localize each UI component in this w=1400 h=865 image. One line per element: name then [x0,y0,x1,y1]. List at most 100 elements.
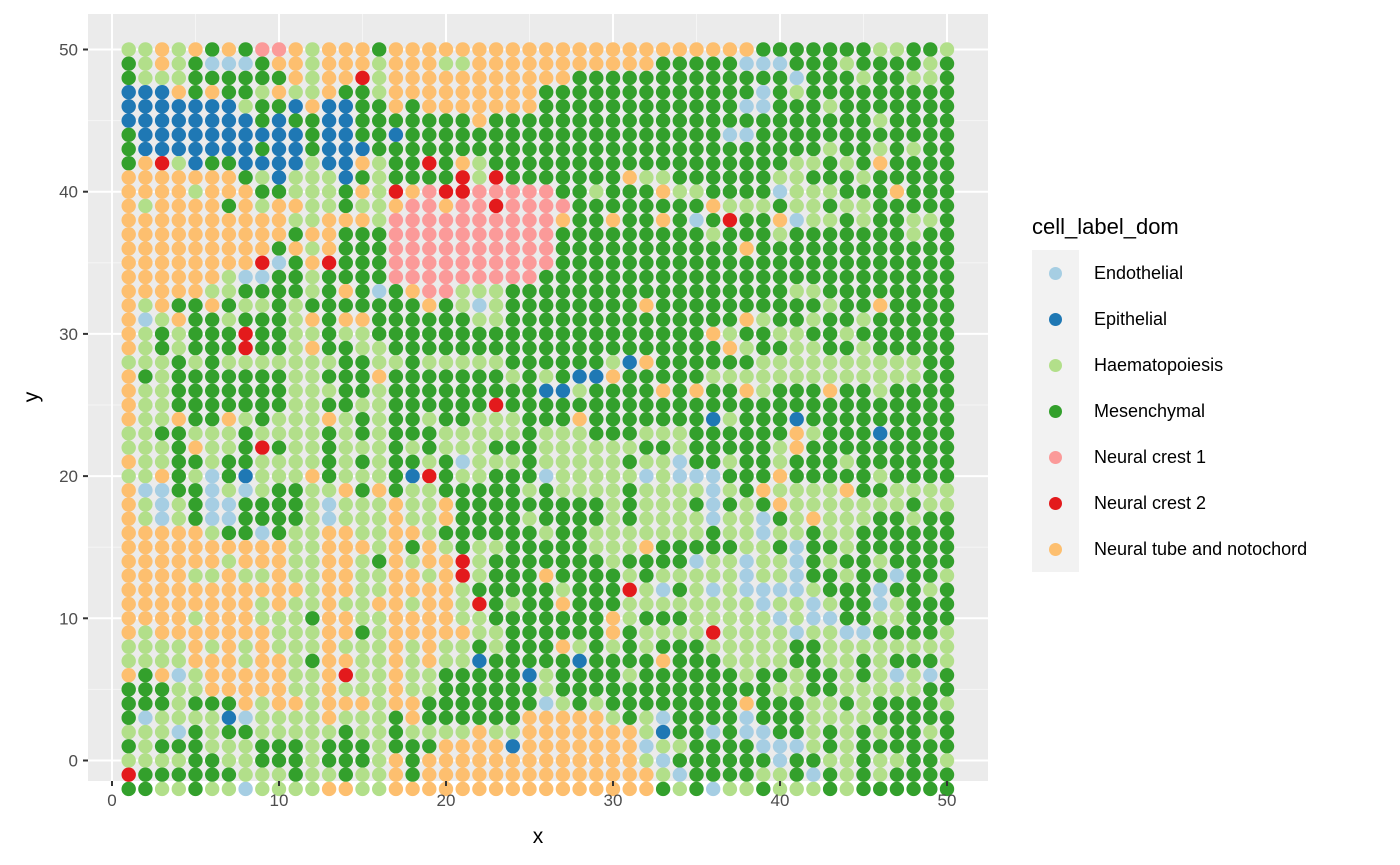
data-point [488,625,504,640]
data-point [205,412,220,427]
data-point [739,554,754,569]
data-point [839,255,854,270]
legend-label: Epithelial [1094,308,1168,329]
data-point [488,70,504,86]
data-point [923,99,938,114]
data-point [221,426,237,441]
data-point [722,170,738,185]
data-point [505,42,520,57]
data-point [839,70,854,86]
data-point [488,397,504,413]
data-point [472,710,487,726]
data-point [639,611,654,626]
data-point [706,355,721,370]
legend-swatch-icon [1049,404,1062,418]
data-point [539,582,554,598]
data-point [655,99,671,114]
data-point [672,326,687,342]
data-point [355,497,370,512]
data-point [555,198,571,214]
data-point [255,255,270,270]
data-point [121,170,136,185]
data-point [271,70,287,86]
data-point [472,554,487,569]
data-point [154,596,170,612]
data-point [739,483,754,498]
data-point [873,383,888,398]
data-point [806,269,821,285]
data-point [154,582,170,598]
data-point [472,383,487,398]
data-point [205,724,220,740]
data-point [822,212,838,228]
data-point [739,667,754,683]
data-point [605,554,621,569]
data-point [171,767,186,782]
data-point [756,483,771,498]
data-point [856,127,871,143]
data-point [839,511,854,526]
data-point [238,483,253,498]
data-point [372,113,387,128]
data-point [806,596,821,612]
data-point [205,99,220,114]
data-point [906,554,921,569]
data-point [288,340,303,356]
data-point [154,369,170,384]
data-point [572,227,587,242]
data-point [488,255,504,270]
data-point [655,326,671,342]
data-point [622,355,637,370]
data-point [822,412,838,427]
data-point [672,255,687,270]
data-point [121,369,136,384]
data-point [555,682,571,697]
data-point [438,468,454,484]
data-point [154,127,170,143]
data-point [706,596,721,612]
data-point [939,56,955,71]
data-point [422,227,437,242]
data-point [522,739,537,754]
data-point [873,412,888,427]
data-point [422,781,437,797]
data-point [321,625,337,640]
data-point [238,397,253,413]
data-point [622,525,637,541]
data-point [889,540,905,555]
data-point [472,412,487,427]
data-point [906,56,921,71]
data-point [622,227,637,242]
data-point [839,84,854,100]
data-point [338,497,353,512]
data-point [605,127,621,143]
data-point [288,667,303,683]
data-point [839,99,854,114]
data-points [121,42,955,797]
data-point [873,497,888,512]
data-point [488,113,504,128]
data-point [505,525,520,541]
data-point [689,653,704,669]
data-point [188,497,203,512]
data-point [822,70,838,86]
data-point [605,611,621,626]
data-point [923,198,938,214]
data-point [505,170,520,185]
data-point [906,184,921,199]
data-point [856,42,871,57]
data-point [372,497,387,512]
data-point [238,355,253,370]
data-point [505,355,520,370]
data-point [121,127,136,143]
data-point [655,255,671,270]
data-point [906,426,921,441]
data-point [672,227,687,242]
data-point [739,739,754,754]
data-point [889,212,905,228]
data-point [138,412,153,427]
data-point [388,170,404,185]
data-point [772,84,788,100]
legend-swatch-icon [1049,312,1062,326]
data-point [655,127,671,143]
